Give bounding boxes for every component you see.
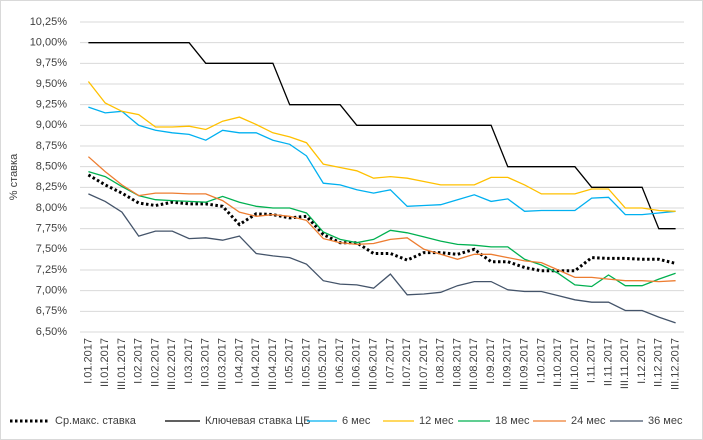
x-tick-label: I.10.2017 — [535, 338, 547, 384]
y-tick-label: 7,00% — [36, 285, 67, 297]
x-tick-label: III.09.2017 — [519, 338, 531, 390]
y-tick-label: 8,00% — [36, 202, 67, 214]
y-tick-label: 7,25% — [36, 264, 67, 276]
legend-label: 12 мес — [419, 415, 454, 427]
x-tick-label: III.10.2017 — [569, 338, 581, 390]
y-tick-label: 6,50% — [36, 326, 67, 338]
x-tick-label: III.04.2017 — [267, 338, 279, 390]
legend-label: 6 мес — [342, 415, 371, 427]
y-axis-label: % ставка — [8, 153, 20, 200]
legend-label: 36 мес — [648, 415, 683, 427]
legend-label: Ключевая ставка ЦБ — [205, 415, 311, 427]
x-tick-label: II.09.2017 — [502, 338, 514, 387]
x-tick-label: III.05.2017 — [317, 338, 329, 390]
x-tick-label: II.10.2017 — [552, 338, 564, 387]
x-tick-label: I.06.2017 — [334, 338, 346, 384]
series-line — [88, 42, 676, 230]
x-tick-label: III.07.2017 — [418, 338, 430, 390]
legend-label: 18 мес — [495, 415, 530, 427]
x-tick-label: II.12.2017 — [653, 338, 665, 387]
series-line — [87, 156, 676, 283]
series-line — [88, 106, 676, 216]
x-tick-label: III.11.2017 — [619, 338, 631, 389]
x-tick-label: II.01.2017 — [99, 338, 111, 387]
x-tick-label: I.03.2017 — [183, 338, 195, 384]
x-tick-label: I.01.2017 — [82, 338, 94, 384]
y-tick-label: 9,50% — [36, 78, 67, 90]
y-tick-label: 8,75% — [36, 140, 67, 152]
x-tick-label: II.02.2017 — [149, 338, 161, 387]
series-line — [87, 81, 676, 212]
x-tick-label: II.06.2017 — [351, 338, 363, 387]
x-tick-label: II.04.2017 — [250, 338, 262, 387]
x-tick-label: I.11.2017 — [586, 338, 598, 383]
series-line — [88, 193, 676, 324]
x-tick-label: III.02.2017 — [166, 338, 178, 390]
y-tick-label: 9,00% — [36, 119, 67, 131]
y-tick-label: 7,50% — [36, 243, 67, 255]
x-tick-label: III.12.2017 — [670, 338, 682, 390]
x-tick-label: II.07.2017 — [401, 338, 413, 387]
x-tick-label: I.09.2017 — [485, 338, 497, 384]
y-tick-label: 7,75% — [36, 223, 67, 235]
y-tick-label: 9,75% — [36, 57, 67, 69]
series-line — [87, 173, 676, 273]
x-tick-label: I.08.2017 — [435, 338, 447, 384]
x-tick-label: III.06.2017 — [368, 338, 380, 390]
y-tick-label: 8,50% — [36, 161, 67, 173]
x-tick-label: III.01.2017 — [116, 338, 128, 390]
x-tick-label: I.07.2017 — [384, 338, 396, 384]
y-tick-label: 9,25% — [36, 99, 67, 111]
series-line — [88, 170, 676, 288]
x-tick-label: II.05.2017 — [300, 338, 312, 387]
legend-label: Ср.макс. ставка — [55, 415, 137, 427]
y-tick-label: 8,25% — [36, 181, 67, 193]
legend-label: 24 мес — [571, 415, 606, 427]
x-tick-label: III.03.2017 — [217, 338, 229, 390]
x-tick-label: II.03.2017 — [200, 338, 212, 387]
x-tick-label: II.08.2017 — [451, 338, 463, 387]
x-tick-label: I.04.2017 — [233, 338, 245, 384]
x-tick-label: III.08.2017 — [468, 338, 480, 390]
y-tick-label: 10,00% — [30, 37, 68, 49]
y-tick-label: 10,25% — [30, 16, 68, 28]
x-tick-label: I.05.2017 — [284, 338, 296, 384]
x-tick-label: II.11.2017 — [602, 338, 614, 386]
x-tick-label: I.02.2017 — [133, 338, 145, 384]
x-tick-label: I.12.2017 — [636, 338, 648, 384]
y-tick-label: 6,75% — [36, 305, 67, 317]
